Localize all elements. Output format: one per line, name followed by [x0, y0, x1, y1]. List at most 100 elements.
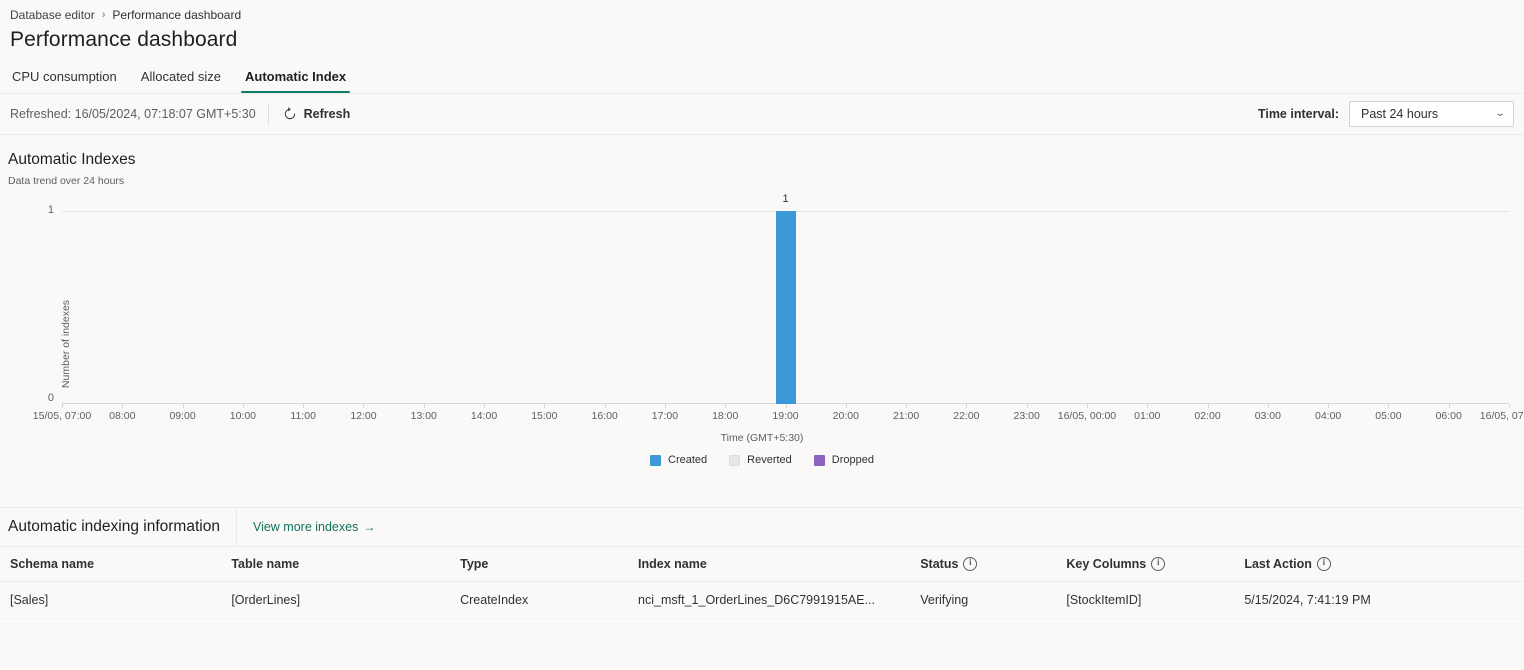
chart-tick-mark: [303, 404, 305, 408]
table-header-divider: [235, 508, 237, 546]
tab-automatic-index[interactable]: Automatic Index: [233, 69, 358, 93]
chart-y-tick-top: 1: [47, 204, 54, 216]
cell-last-action: 5/15/2024, 7:41:19 PM: [1244, 581, 1524, 619]
chart-tick-label: 09:00: [169, 410, 196, 422]
tab-bar: CPU consumption Allocated size Automatic…: [0, 52, 1524, 94]
info-icon[interactable]: [1151, 557, 1166, 571]
chart-tick-label: 15/05, 07:00: [32, 410, 92, 422]
chart-tick-mark: [363, 404, 365, 408]
view-more-indexes-label: View more indexes: [252, 520, 359, 534]
legend-item-dropped[interactable]: Dropped: [813, 454, 874, 466]
automatic-indexing-information-panel: Automatic indexing information View more…: [0, 507, 1524, 619]
column-header-status[interactable]: Status: [920, 547, 1067, 582]
chart-tick-label: 17:00: [651, 410, 679, 422]
chart-bar-created[interactable]: [775, 211, 796, 404]
chart-tick-label: 08:00: [109, 410, 136, 422]
automatic-indexing-table: Schema name Table name Type Index name S…: [0, 547, 1524, 619]
column-label-key-columns: Key Columns: [1066, 557, 1147, 571]
chart-tick-mark: [664, 404, 666, 408]
arrow-right-icon: →: [363, 520, 376, 534]
column-header-last-action[interactable]: Last Action: [1244, 547, 1524, 582]
breadcrumb: Database editor › Performance dashboard: [0, 0, 1524, 24]
chart-tick-mark: [122, 404, 124, 408]
chart-tick-label: 16:00: [591, 410, 618, 422]
chart-tick-mark: [1086, 404, 1088, 408]
time-interval-value: Past 24 hours: [1361, 107, 1439, 121]
column-header-schema-name[interactable]: Schema name: [0, 547, 232, 582]
column-header-key-columns[interactable]: Key Columns: [1066, 547, 1245, 582]
info-icon[interactable]: [963, 557, 978, 571]
legend-item-created[interactable]: Created: [650, 454, 707, 466]
automatic-indexes-chart-panel: Automatic Indexes Data trend over 24 hou…: [0, 135, 1524, 489]
tab-allocated-size[interactable]: Allocated size: [140, 69, 221, 84]
cell-schema-name: [Sales]: [0, 581, 232, 619]
chart-tick-mark: [1147, 404, 1149, 408]
time-interval-label: Time interval:: [1257, 107, 1339, 121]
chart-tick-label: 02:00: [1194, 410, 1221, 422]
chart-tick-label: 10:00: [229, 410, 257, 422]
chart-tick-mark: [906, 404, 908, 408]
column-header-type[interactable]: Type: [460, 547, 639, 582]
time-interval-dropdown[interactable]: Past 24 hours ⌄: [1349, 101, 1514, 127]
legend-label-reverted: Reverted: [747, 454, 792, 466]
refresh-button-label: Refresh: [303, 107, 351, 121]
breadcrumb-current: Performance dashboard: [112, 8, 242, 22]
table-row[interactable]: [Sales] [OrderLines] CreateIndex nci_msf…: [0, 581, 1524, 619]
chart-plot-area: 1: [62, 193, 1509, 404]
chart-tick-mark: [62, 404, 63, 408]
chart-tick-label: 01:00: [1134, 410, 1161, 422]
chart-tick-mark: [1328, 404, 1330, 408]
column-label-table-name: Table name: [231, 557, 300, 571]
refreshed-timestamp: Refreshed: 16/05/2024, 07:18:07 GMT+5:30: [10, 107, 256, 121]
page-title: Performance dashboard: [10, 28, 238, 51]
column-label-index-name: Index name: [638, 557, 707, 571]
chart-tick-label: 06:00: [1435, 410, 1462, 422]
table-header-bar: Automatic indexing information View more…: [0, 507, 1524, 547]
chart-tick-mark: [423, 404, 425, 408]
chart-tick-label: 15:00: [531, 410, 558, 422]
chart-tick-mark: [1026, 404, 1028, 408]
chart-tick-mark: [484, 404, 486, 408]
column-label-last-action: Last Action: [1244, 557, 1312, 571]
legend-swatch-created: [650, 454, 661, 466]
cell-key-columns: [StockItemID]: [1066, 581, 1245, 619]
chart-tick-mark: [544, 404, 546, 408]
tab-cpu-consumption[interactable]: CPU consumption: [12, 69, 117, 84]
chart-tick-label: 12:00: [350, 410, 377, 422]
chart-title: Automatic Indexes: [8, 151, 136, 168]
view-more-indexes-link[interactable]: View more indexes →: [253, 520, 375, 534]
column-label-schema-name: Schema name: [10, 557, 95, 571]
chart-tick-label: 05:00: [1375, 410, 1402, 422]
column-header-index-name[interactable]: Index name: [638, 547, 921, 582]
time-interval-control: Time interval: Past 24 hours ⌄: [1258, 101, 1514, 127]
breadcrumb-parent-link[interactable]: Database editor: [10, 8, 95, 22]
chart-tick-mark: [1509, 404, 1510, 408]
legend-item-reverted[interactable]: Reverted: [729, 454, 792, 466]
chart-tick-label: 19:00: [772, 410, 799, 422]
chart-tick-label: 04:00: [1314, 410, 1342, 422]
column-header-table-name[interactable]: Table name: [231, 547, 461, 582]
breadcrumb-separator-icon: ›: [101, 8, 106, 21]
chart-y-tick-bottom: 0: [47, 392, 54, 404]
chart-tick-mark: [604, 404, 606, 408]
chart-tick-mark: [1448, 404, 1450, 408]
chart-x-tick-labels: 15/05, 07:00 08:00 09:00 10:00 11:00 12:00 13:…: [33, 404, 1524, 426]
command-bar-divider: [267, 103, 269, 125]
chart-bar-value-label: 1: [782, 193, 789, 205]
chart-x-axis-title: Time (GMT+5:30): [720, 432, 804, 444]
chart-tick-label: 21:00: [892, 410, 920, 422]
column-label-type: Type: [460, 557, 489, 571]
cell-type: CreateIndex: [460, 581, 639, 619]
chevron-down-icon: ⌄: [1494, 108, 1506, 119]
chart-tick-label: 13:00: [410, 410, 437, 422]
table-header-row: Schema name Table name Type Index name S…: [0, 547, 1524, 582]
chart-tick-mark: [1207, 404, 1209, 408]
chart-tick-mark: [725, 404, 727, 408]
chart-tick-mark: [1388, 404, 1390, 408]
legend-swatch-dropped: [813, 454, 825, 466]
chart-tick-mark: [785, 404, 787, 408]
legend-swatch-reverted: [729, 454, 741, 466]
cell-status: Verifying: [920, 581, 1067, 619]
refresh-button[interactable]: Refresh: [277, 103, 357, 125]
info-icon[interactable]: [1316, 557, 1331, 571]
